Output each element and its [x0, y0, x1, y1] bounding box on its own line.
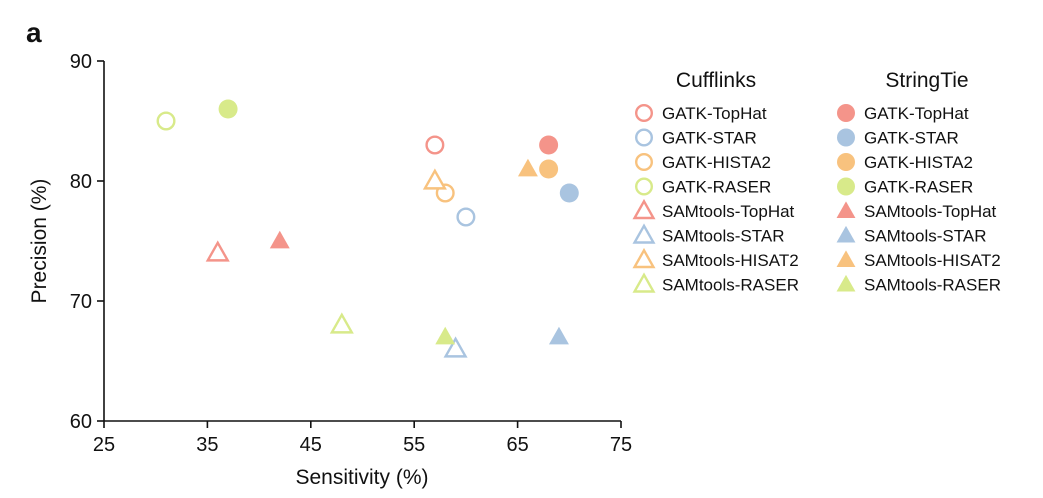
point-stringtie-samtools-tophat	[269, 230, 290, 249]
x-tick-label: 55	[403, 434, 425, 456]
legend-marker-stringtie-1	[837, 128, 855, 147]
x-tick-label: 65	[506, 434, 528, 456]
legend-marker-cufflinks-6	[632, 247, 656, 269]
legend-entry-label: SAMtools-HISAT2	[864, 251, 1001, 270]
plot-area: 25 35 45 55 65 75 60 70 80 90	[70, 51, 632, 456]
point-cufflinks-samtools-hisat2	[422, 168, 447, 190]
legend-marker-cufflinks-4	[632, 198, 656, 220]
x-axis-title: Sensitivity (%)	[295, 466, 428, 489]
x-tick-label: 35	[196, 434, 218, 456]
legend-marker-stringtie-7	[836, 274, 856, 292]
legend-entry-label: SAMtools-STAR	[662, 227, 785, 246]
legend-marker-stringtie-2	[837, 153, 855, 171]
legend: Cufflinks GATK-TopHat GATK-STAR GATK-HISTA2…	[632, 69, 1001, 295]
legend-entry-label: GATK-HISTA2	[864, 153, 973, 172]
panel-label: a	[26, 17, 42, 48]
y-tick-label: 70	[70, 291, 92, 313]
point-stringtie-samtools-star	[548, 326, 569, 345]
y-tick-label: 60	[70, 411, 92, 433]
legend-title-stringtie: StringTie	[885, 69, 968, 92]
legend-entry-label: GATK-HISTA2	[662, 153, 771, 172]
legend-entry-label: SAMtools-HISAT2	[662, 251, 799, 270]
legend-marker-stringtie-5	[836, 225, 856, 243]
point-stringtie-gatk-star	[559, 183, 579, 203]
y-tick-label: 80	[70, 171, 92, 193]
point-cufflinks-samtools-raser	[329, 312, 354, 334]
point-cufflinks-gatk-raser	[156, 111, 176, 131]
x-tick-label: 45	[300, 434, 322, 456]
legend-marker-stringtie-4	[836, 201, 856, 218]
legend-marker-cufflinks-1	[635, 128, 654, 147]
legend-marker-stringtie-0	[837, 104, 855, 122]
y-axis-title: Precision (%)	[28, 179, 51, 304]
legend-entry-label: SAMtools-TopHat	[662, 202, 795, 221]
legend-marker-stringtie-6	[836, 250, 856, 267]
point-stringtie-gatk-tophat	[539, 135, 559, 155]
legend-entry-label: SAMtools-RASER	[662, 276, 799, 295]
point-stringtie-gatk-hisat2	[539, 159, 559, 179]
legend-marker-cufflinks-2	[635, 152, 654, 171]
legend-entry-label: GATK-STAR	[662, 129, 757, 148]
legend-entry-label: SAMtools-RASER	[864, 276, 1001, 295]
data-points	[156, 99, 579, 358]
legend-entry-label: GATK-STAR	[864, 129, 959, 148]
point-stringtie-samtools-raser	[435, 326, 456, 345]
x-tick-label: 25	[93, 434, 115, 456]
legend-marker-cufflinks-0	[635, 103, 654, 122]
x-ticks: 25 35 45 55 65 75	[93, 421, 632, 456]
legend-marker-cufflinks-5	[632, 223, 656, 244]
legend-entry-label: GATK-RASER	[662, 178, 771, 197]
point-cufflinks-samtools-tophat	[205, 240, 230, 262]
point-cufflinks-samtools-star	[443, 336, 468, 358]
point-stringtie-gatk-raser	[218, 99, 238, 119]
y-tick-label: 90	[70, 51, 92, 73]
legend-marker-cufflinks-3	[635, 177, 654, 196]
legend-entry-label: GATK-TopHat	[662, 104, 767, 123]
legend-title-cufflinks: Cufflinks	[676, 69, 756, 92]
legend-marker-cufflinks-7	[632, 272, 656, 293]
point-cufflinks-gatk-tophat	[425, 135, 445, 155]
legend-marker-stringtie-3	[837, 177, 855, 196]
legend-entry-label: SAMtools-TopHat	[864, 202, 997, 221]
legend-entry-label: GATK-TopHat	[864, 104, 969, 123]
y-ticks: 60 70 80 90	[70, 51, 104, 433]
point-stringtie-samtools-hisat2	[517, 158, 538, 177]
point-cufflinks-gatk-star	[456, 207, 476, 227]
legend-entry-label: SAMtools-STAR	[864, 227, 987, 246]
x-tick-label: 75	[610, 434, 632, 456]
legend-entry-label: GATK-RASER	[864, 178, 973, 197]
